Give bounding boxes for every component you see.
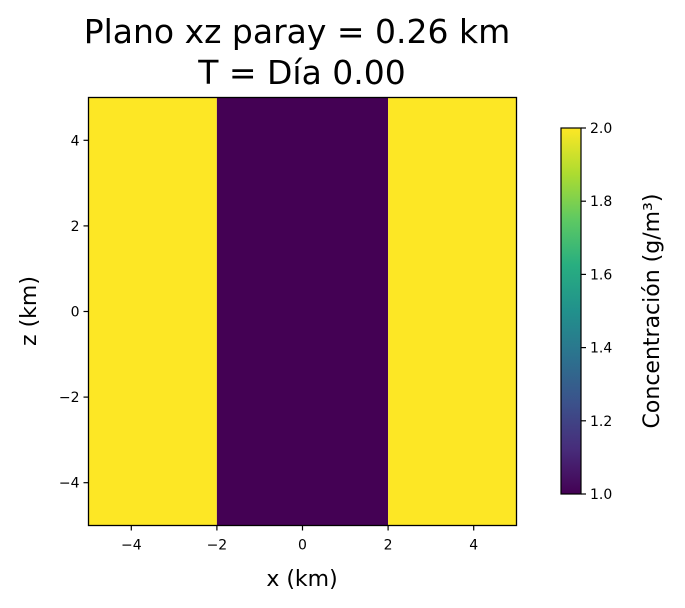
colorbar-tick-label: 1.4 bbox=[590, 341, 612, 357]
colorbar-tick-label: 1.6 bbox=[590, 267, 612, 283]
x-tick-label: −2 bbox=[207, 538, 228, 554]
x-tick-label: 4 bbox=[469, 538, 478, 554]
x-tick-label: 0 bbox=[298, 538, 307, 554]
colorbar-tick-label: 1.0 bbox=[590, 487, 612, 503]
chart-title-line2: T = Día 0.00 bbox=[197, 53, 406, 92]
y-tick-label: 4 bbox=[71, 133, 80, 149]
colorbar-label: Concentración (g/m³) bbox=[640, 194, 665, 429]
colorbar-gradient bbox=[560, 127, 582, 495]
x-tick-label: 2 bbox=[384, 538, 393, 554]
y-tick-label: 2 bbox=[71, 219, 80, 235]
heatmap-region bbox=[216, 97, 389, 526]
x-axis-label: x (km) bbox=[266, 567, 337, 592]
heatmap-region bbox=[388, 97, 517, 526]
colorbar-tick-label: 2.0 bbox=[590, 121, 612, 137]
colorbar-ticks: 1.0 1.2 1.4 1.6 1.8 2.0 bbox=[581, 121, 612, 503]
y-tick-label: −2 bbox=[59, 390, 80, 406]
colorbar-tick-label: 1.8 bbox=[590, 194, 612, 210]
y-tick-label: 0 bbox=[71, 305, 80, 321]
y-axis-ticks: −4 −2 0 2 4 bbox=[59, 133, 89, 492]
x-tick-label: −4 bbox=[121, 538, 142, 554]
heatmap-region bbox=[88, 97, 217, 526]
heatmap-regions bbox=[88, 97, 517, 526]
colorbar-tick-label: 1.2 bbox=[590, 414, 612, 430]
y-tick-label: −4 bbox=[59, 476, 80, 492]
y-axis-label: z (km) bbox=[17, 276, 42, 346]
x-axis-ticks: −4 −2 0 2 4 bbox=[121, 525, 478, 554]
chart-title-line1: Plano xz paray = 0.26 km bbox=[84, 12, 511, 51]
